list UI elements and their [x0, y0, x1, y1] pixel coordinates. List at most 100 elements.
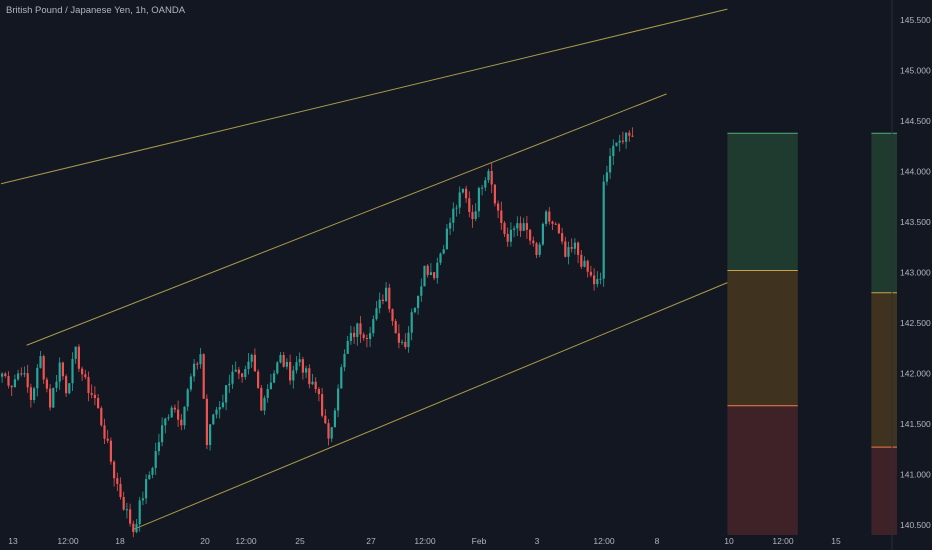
candle-body	[426, 265, 429, 276]
candle-body	[13, 379, 16, 388]
candle-body	[311, 381, 314, 385]
candle-body	[385, 287, 388, 302]
candle-body	[548, 211, 551, 222]
upper-channel[interactable]	[0, 8, 728, 185]
candle-body	[263, 397, 266, 411]
candle-body	[340, 367, 343, 389]
candle-body	[4, 373, 7, 376]
time-tick-label: 12:00	[414, 536, 436, 546]
candle-body	[333, 410, 336, 428]
candle-body	[490, 170, 493, 185]
candle-body	[266, 388, 269, 398]
candle-body	[570, 247, 573, 249]
candle-body	[244, 369, 247, 377]
zone-2-green	[871, 133, 897, 293]
candle-body	[455, 207, 458, 209]
candle-body	[55, 381, 58, 388]
candle-body	[586, 260, 589, 272]
candle-body	[580, 254, 583, 267]
candle-body	[1, 373, 4, 377]
candle-body	[164, 418, 167, 426]
candle-body	[74, 346, 77, 359]
candle-body	[394, 321, 397, 334]
time-tick-label: 20	[200, 536, 210, 546]
price-tick-label: 144.500	[900, 116, 931, 126]
candle-body	[260, 387, 263, 411]
candle-body	[628, 132, 631, 136]
candle-body	[413, 307, 416, 313]
candle-body	[49, 388, 52, 408]
candle-body	[285, 361, 288, 367]
candle-body	[522, 223, 525, 231]
candle-body	[154, 451, 157, 469]
lower-support[interactable]	[132, 282, 728, 531]
candle-body	[90, 393, 93, 395]
candle-body	[116, 478, 119, 484]
candle-body	[631, 135, 634, 137]
candle-body	[151, 468, 154, 475]
candle-body	[202, 354, 205, 399]
candle-body	[493, 184, 496, 204]
time-tick-label: 18	[115, 536, 125, 546]
candle-body	[20, 373, 23, 375]
time-tick-label: 12:00	[57, 536, 79, 546]
candle-body	[583, 260, 586, 267]
candle-body	[257, 371, 260, 388]
time-axis[interactable]: 13 12:00 18 20 12:00 25 27 12:00 Feb 3 12:00 8 10 12:…	[8, 536, 841, 546]
candle-body	[193, 363, 196, 377]
candle-body	[317, 389, 320, 395]
price-tick-label: 144.000	[900, 167, 931, 177]
zone-2-red	[871, 447, 897, 535]
candle-body	[513, 228, 516, 230]
candle-body	[215, 409, 218, 415]
candle-body	[609, 156, 612, 173]
candle-body	[417, 295, 420, 308]
candle-body	[605, 172, 608, 182]
candle-body	[170, 407, 173, 418]
candle-body	[17, 373, 20, 380]
candle-body	[500, 210, 503, 223]
candle-body	[23, 373, 26, 375]
candle-body	[103, 425, 106, 439]
candle-body	[157, 442, 160, 452]
candle-body	[65, 376, 68, 394]
candle-body	[487, 170, 490, 181]
candle-body	[225, 385, 228, 403]
candle-body	[308, 368, 311, 385]
candle-body	[324, 415, 327, 424]
price-tick-label: 142.000	[900, 368, 931, 378]
price-tick-label: 141.500	[900, 419, 931, 429]
candle-body	[423, 265, 426, 287]
price-axis[interactable]: 145.500 145.000 144.500 144.000 143.500 143.0…	[900, 15, 931, 530]
candle-body	[84, 374, 87, 378]
price-tick-label: 145.000	[900, 66, 931, 76]
middle-channel[interactable]	[26, 93, 667, 346]
candle-body	[221, 402, 224, 408]
candle-body	[391, 309, 394, 322]
candle-body	[545, 211, 548, 224]
candle-body	[612, 145, 615, 157]
candle-body	[119, 483, 122, 498]
candle-body	[228, 383, 231, 386]
time-tick-label: 10	[724, 536, 734, 546]
candle-body	[567, 247, 570, 257]
candle-body	[122, 497, 125, 510]
candle-body	[167, 417, 170, 419]
candle-body	[353, 332, 356, 337]
candle-body	[71, 358, 74, 384]
candle-body	[247, 361, 250, 370]
candle-body	[452, 208, 455, 223]
candle-body	[541, 223, 544, 245]
candle-body	[292, 370, 295, 381]
time-tick-label: 15	[831, 536, 841, 546]
time-tick-label: 25	[295, 536, 305, 546]
candle-body	[554, 223, 557, 225]
candle-body	[449, 222, 452, 229]
candle-body	[87, 377, 90, 394]
zone-1-brown	[727, 270, 798, 406]
candle-body	[97, 398, 100, 409]
candle-body	[535, 243, 538, 255]
candle-body	[471, 211, 474, 220]
candle-body	[436, 262, 439, 279]
